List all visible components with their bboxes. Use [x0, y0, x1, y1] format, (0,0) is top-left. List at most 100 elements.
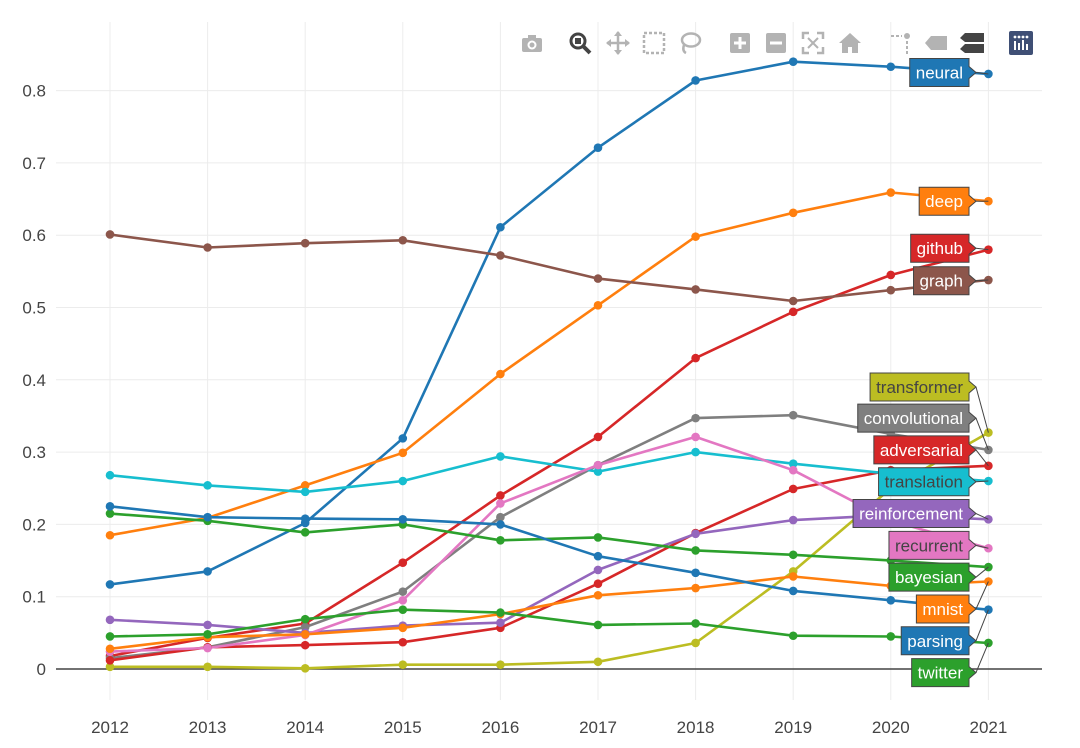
- data-point-convolutional[interactable]: [788, 410, 798, 420]
- plotly-logo-icon[interactable]: [1008, 30, 1034, 56]
- data-point-transformer[interactable]: [398, 660, 408, 669]
- data-point-twitter[interactable]: [496, 608, 505, 617]
- data-point-translation[interactable]: [496, 452, 505, 461]
- data-point-transformer[interactable]: [691, 638, 700, 648]
- data-point-adversarial[interactable]: [593, 579, 603, 588]
- box-select-icon[interactable]: [641, 30, 667, 56]
- data-point-deep[interactable]: [593, 301, 603, 310]
- data-point-twitter[interactable]: [203, 629, 212, 639]
- data-point-mnist[interactable]: [300, 629, 310, 639]
- zoom-out-icon[interactable]: [763, 30, 789, 56]
- data-point-adversarial[interactable]: [105, 656, 115, 665]
- data-point-adversarial[interactable]: [984, 461, 993, 471]
- data-point-translation[interactable]: [788, 459, 798, 468]
- zoom-icon[interactable]: [567, 30, 593, 56]
- data-point-neural[interactable]: [593, 143, 603, 153]
- data-point-graph[interactable]: [105, 230, 115, 239]
- data-point-adversarial[interactable]: [788, 484, 798, 494]
- data-point-parsing[interactable]: [300, 514, 310, 523]
- data-point-reinforcement[interactable]: [593, 565, 603, 575]
- data-point-bayesian[interactable]: [300, 528, 310, 537]
- data-point-graph[interactable]: [398, 235, 408, 245]
- data-point-github[interactable]: [398, 558, 408, 568]
- data-point-deep[interactable]: [788, 208, 798, 218]
- data-point-github[interactable]: [496, 491, 505, 500]
- data-point-parsing[interactable]: [788, 586, 798, 596]
- data-point-recurrent[interactable]: [593, 460, 603, 470]
- data-point-graph[interactable]: [496, 251, 505, 260]
- data-point-convolutional[interactable]: [398, 587, 408, 596]
- data-point-deep[interactable]: [105, 530, 115, 540]
- data-point-graph[interactable]: [691, 285, 700, 294]
- data-point-transformer[interactable]: [984, 428, 993, 437]
- data-point-twitter[interactable]: [886, 632, 896, 641]
- data-point-bayesian[interactable]: [691, 546, 700, 555]
- data-point-parsing[interactable]: [496, 520, 505, 529]
- data-point-neural[interactable]: [496, 222, 505, 232]
- data-point-neural[interactable]: [203, 567, 212, 576]
- data-point-adversarial[interactable]: [398, 637, 408, 647]
- data-point-graph[interactable]: [300, 238, 310, 248]
- data-point-transformer[interactable]: [203, 662, 212, 672]
- data-point-translation[interactable]: [691, 447, 700, 457]
- data-point-reinforcement[interactable]: [203, 620, 212, 630]
- data-point-twitter[interactable]: [105, 632, 115, 641]
- data-point-convolutional[interactable]: [496, 512, 505, 522]
- data-point-bayesian[interactable]: [105, 509, 115, 518]
- data-point-translation[interactable]: [593, 467, 603, 476]
- lasso-select-icon[interactable]: [677, 30, 703, 56]
- data-point-convolutional[interactable]: [691, 413, 700, 423]
- data-point-reinforcement[interactable]: [496, 618, 505, 628]
- data-point-reinforcement[interactable]: [788, 515, 798, 525]
- data-point-graph[interactable]: [593, 274, 603, 283]
- data-point-twitter[interactable]: [593, 620, 603, 630]
- reset-axes-icon[interactable]: [837, 30, 863, 56]
- data-point-reinforcement[interactable]: [105, 615, 115, 625]
- data-point-parsing[interactable]: [593, 551, 603, 561]
- hover-closest-icon[interactable]: [923, 30, 949, 56]
- data-point-parsing[interactable]: [886, 596, 896, 605]
- data-point-github[interactable]: [886, 270, 896, 280]
- data-point-adversarial[interactable]: [300, 640, 310, 650]
- data-point-graph[interactable]: [788, 296, 798, 306]
- data-point-recurrent[interactable]: [398, 596, 408, 605]
- spike-lines-icon[interactable]: [887, 30, 913, 56]
- data-point-translation[interactable]: [203, 481, 212, 490]
- data-point-github[interactable]: [788, 307, 798, 317]
- data-point-deep[interactable]: [691, 232, 700, 241]
- data-point-convolutional[interactable]: [984, 445, 993, 455]
- camera-icon[interactable]: [519, 30, 545, 56]
- data-point-graph[interactable]: [203, 243, 212, 252]
- data-point-neural[interactable]: [886, 62, 896, 72]
- data-point-deep[interactable]: [398, 448, 408, 458]
- data-point-reinforcement[interactable]: [691, 529, 700, 539]
- data-point-bayesian[interactable]: [593, 533, 603, 542]
- data-point-deep[interactable]: [886, 188, 896, 197]
- data-point-translation[interactable]: [398, 476, 408, 486]
- data-point-transformer[interactable]: [496, 660, 505, 669]
- data-point-neural[interactable]: [788, 57, 798, 66]
- data-point-parsing[interactable]: [105, 502, 115, 511]
- data-point-recurrent[interactable]: [691, 432, 700, 442]
- data-point-github[interactable]: [593, 432, 603, 442]
- data-point-transformer[interactable]: [105, 662, 115, 672]
- data-point-parsing[interactable]: [203, 512, 212, 522]
- data-point-transformer[interactable]: [300, 663, 310, 673]
- data-point-neural[interactable]: [398, 434, 408, 443]
- data-point-parsing[interactable]: [691, 568, 700, 578]
- data-point-neural[interactable]: [691, 76, 700, 85]
- data-point-recurrent[interactable]: [496, 499, 505, 508]
- data-point-recurrent[interactable]: [203, 643, 212, 653]
- data-point-graph[interactable]: [886, 285, 896, 295]
- data-point-mnist[interactable]: [593, 590, 603, 600]
- data-point-neural[interactable]: [105, 580, 115, 589]
- data-point-deep[interactable]: [300, 481, 310, 490]
- data-point-twitter[interactable]: [398, 605, 408, 615]
- data-point-twitter[interactable]: [300, 614, 310, 624]
- data-point-mnist[interactable]: [691, 583, 700, 593]
- data-point-twitter[interactable]: [788, 631, 798, 641]
- pan-icon[interactable]: [605, 30, 631, 56]
- data-point-transformer[interactable]: [593, 657, 603, 667]
- data-point-translation[interactable]: [300, 487, 310, 497]
- autoscale-icon[interactable]: [800, 30, 826, 56]
